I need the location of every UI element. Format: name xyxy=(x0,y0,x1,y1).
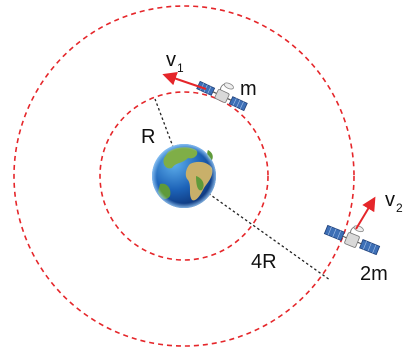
outer-velocity-label: v2 xyxy=(385,189,403,215)
outer-orbit xyxy=(13,5,355,347)
inner-radius-line xyxy=(154,98,185,177)
inner-satellite-icon xyxy=(196,80,248,112)
inner-velocity-arrow xyxy=(162,71,207,90)
inner-radius-label: R xyxy=(141,126,155,148)
inner-mass-label: m xyxy=(240,78,257,100)
outer-radius-label: 4R xyxy=(251,251,277,273)
inner-orbit xyxy=(99,91,269,261)
earth-globe-icon xyxy=(152,144,216,208)
outer-velocity-arrow xyxy=(355,196,376,230)
outer-satellite-icon xyxy=(323,224,381,256)
outer-mass-label: 2m xyxy=(360,263,388,285)
inner-velocity-label: v1 xyxy=(166,49,184,75)
